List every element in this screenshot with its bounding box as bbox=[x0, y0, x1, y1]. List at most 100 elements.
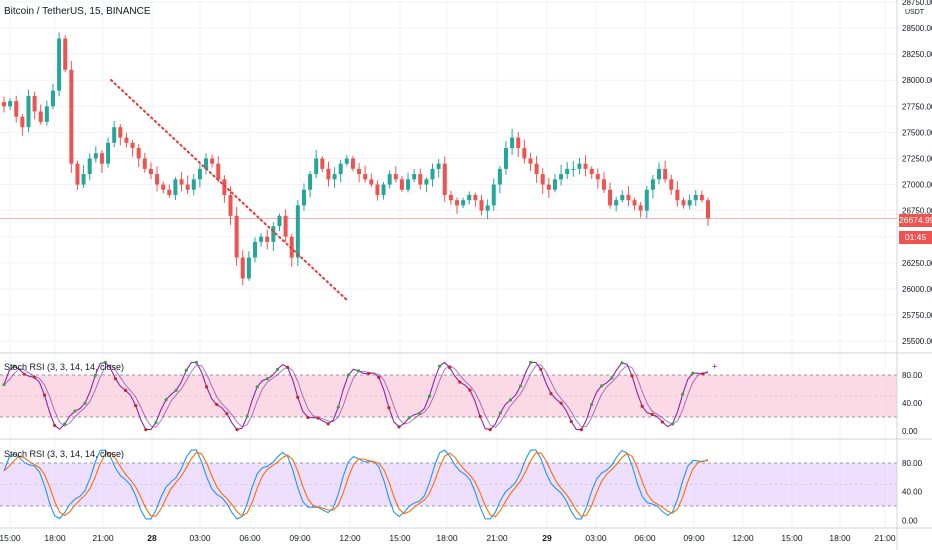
candle-body bbox=[687, 200, 692, 206]
candle-body bbox=[338, 163, 343, 175]
time-label: 03:00 bbox=[585, 533, 607, 543]
candle-body bbox=[320, 158, 325, 169]
candle-body bbox=[283, 215, 288, 237]
signal-dot bbox=[701, 372, 705, 376]
price-label: 28250.00 bbox=[902, 50, 932, 59]
indicator-1-label[interactable]: Stoch RSI (3, 3, 14, 14, close) bbox=[4, 362, 125, 372]
signal-dot bbox=[600, 384, 604, 388]
candle-body bbox=[26, 95, 31, 128]
candle-body bbox=[106, 142, 111, 164]
candle-body bbox=[430, 168, 435, 180]
stoch-rsi-pane-2 bbox=[0, 449, 897, 520]
price-label: 25500.00 bbox=[902, 337, 932, 346]
signal-dot bbox=[448, 365, 452, 370]
signal-dot bbox=[286, 365, 290, 369]
indicator-2-label[interactable]: Stoch RSI (3, 3, 14, 14, close) bbox=[4, 449, 125, 459]
candle-body bbox=[491, 184, 496, 206]
candle-body bbox=[197, 168, 202, 180]
candle-body bbox=[142, 158, 147, 169]
signal-dot bbox=[458, 380, 462, 384]
time-label: 09:00 bbox=[683, 533, 705, 543]
candle-body bbox=[259, 236, 264, 242]
cross-marker: + bbox=[712, 362, 717, 372]
signal-dot bbox=[529, 360, 533, 364]
signal-dot bbox=[73, 409, 77, 413]
overbought-oversold-band bbox=[0, 375, 897, 417]
candle-body bbox=[81, 174, 86, 185]
candle-body bbox=[706, 200, 710, 219]
candle-body bbox=[448, 194, 453, 201]
signal-dot bbox=[184, 368, 188, 372]
candle-body bbox=[418, 174, 423, 185]
signal-dot bbox=[154, 420, 158, 425]
candle-body bbox=[632, 200, 637, 206]
signal-dot bbox=[356, 369, 361, 373]
candle-body bbox=[314, 158, 319, 175]
signal-dot bbox=[437, 364, 442, 368]
candle-body bbox=[2, 102, 6, 107]
signal-dot bbox=[488, 428, 492, 432]
signal-dot bbox=[12, 364, 16, 368]
candle-body bbox=[699, 194, 704, 201]
signal-dot bbox=[326, 422, 330, 426]
signal-dot bbox=[63, 422, 67, 426]
candle-body bbox=[252, 241, 257, 258]
candle-body bbox=[271, 226, 276, 242]
signal-dot bbox=[387, 406, 391, 410]
candle-body bbox=[583, 163, 588, 169]
candle-body bbox=[222, 179, 227, 195]
time-label: 29 bbox=[542, 533, 552, 543]
candle-body bbox=[234, 215, 239, 258]
time-label: 21:00 bbox=[874, 533, 896, 543]
candle-body bbox=[295, 205, 300, 258]
candle-body bbox=[265, 236, 270, 242]
signal-dot bbox=[377, 375, 381, 380]
candle-body bbox=[577, 163, 582, 169]
candle-body bbox=[595, 174, 600, 180]
candle-body bbox=[540, 174, 545, 185]
time-label: 09:00 bbox=[289, 533, 311, 543]
candle-body bbox=[216, 163, 221, 180]
signal-dot bbox=[346, 373, 351, 377]
time-label: 18:00 bbox=[829, 533, 851, 543]
signal-dot bbox=[53, 423, 57, 428]
trendline bbox=[110, 79, 349, 302]
candle-body bbox=[620, 194, 625, 201]
signal-dot bbox=[103, 360, 107, 364]
candle-body bbox=[155, 174, 160, 185]
time-label: 28 bbox=[147, 533, 157, 543]
candle-body bbox=[369, 179, 374, 185]
indicator-scale-label: 40.00 bbox=[902, 488, 923, 497]
candle-body bbox=[350, 158, 355, 169]
candle-body bbox=[228, 194, 233, 216]
signal-dot bbox=[22, 372, 26, 376]
signal-dot bbox=[691, 371, 695, 375]
price-label: 28750.00 bbox=[902, 0, 932, 7]
countdown-tag: 01:45 bbox=[899, 231, 932, 244]
candle-body bbox=[308, 174, 313, 190]
time-label: 21:00 bbox=[486, 533, 508, 543]
candle-body bbox=[571, 168, 576, 170]
candle-body bbox=[332, 174, 337, 180]
candle-body bbox=[179, 179, 184, 185]
candle-body bbox=[693, 194, 698, 201]
candle-body bbox=[406, 179, 411, 190]
price-label: 28000.00 bbox=[902, 76, 932, 85]
time-label: 06:00 bbox=[239, 533, 261, 543]
candle-body bbox=[614, 200, 619, 206]
candle-body bbox=[663, 168, 668, 180]
candle-body bbox=[57, 38, 62, 91]
signal-dot bbox=[549, 392, 553, 396]
signal-dot bbox=[255, 385, 259, 389]
candle-body bbox=[118, 127, 123, 138]
candle-body bbox=[510, 137, 515, 149]
candle-body bbox=[289, 236, 294, 258]
price-label: 26000.00 bbox=[902, 285, 932, 294]
signal-dot bbox=[83, 401, 87, 405]
signal-dot bbox=[275, 367, 280, 372]
candle-body bbox=[412, 174, 417, 180]
candle-body bbox=[185, 184, 190, 190]
signal-dot bbox=[194, 360, 199, 364]
